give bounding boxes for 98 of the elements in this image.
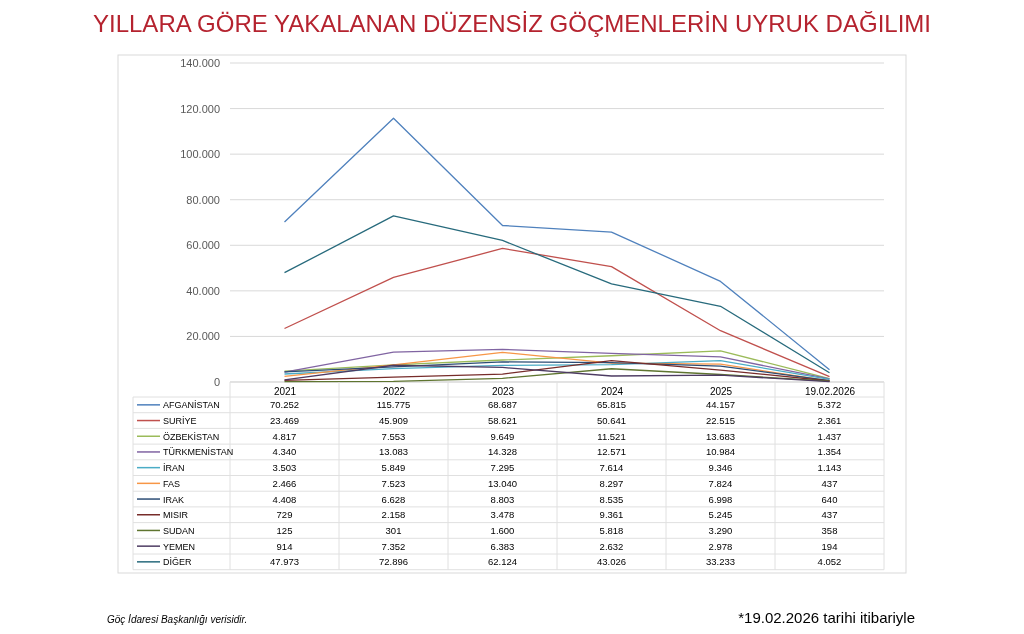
legend-label: TÜRKMENİSTAN (163, 447, 234, 458)
data-label: 8.803 (490, 493, 515, 505)
data-label: 10.984 (705, 446, 736, 458)
legend-label: FAS (163, 478, 181, 489)
data-label: 33.233 (705, 556, 736, 568)
data-label: 5.245 (708, 509, 733, 521)
legend-label: SURİYE (163, 416, 197, 427)
line-series (283, 215, 831, 374)
legend-label: DİĞER (163, 557, 192, 568)
line-series (283, 247, 831, 378)
data-label: 70.252 (269, 399, 300, 411)
legend-label: SUDAN (163, 525, 195, 536)
legend-label: İRAN (163, 463, 185, 474)
data-label: 7.824 (708, 477, 733, 489)
data-label: 13.040 (487, 477, 518, 489)
y-tick-label: 60.000 (186, 239, 220, 252)
data-label: 9.346 (708, 462, 733, 474)
data-label: 2.466 (272, 477, 297, 489)
data-label: 12.571 (596, 446, 627, 458)
data-label: 7.352 (381, 540, 406, 552)
data-label: 115.775 (376, 399, 411, 411)
data-label: 7.295 (490, 462, 515, 474)
data-label: 9.361 (599, 509, 624, 521)
data-label: 6.628 (381, 493, 406, 505)
x-tick-label: 19.02.2026 (804, 386, 856, 398)
legend-label: YEMEN (163, 541, 196, 552)
data-label: 6.998 (708, 493, 733, 505)
data-label: 72.896 (378, 556, 409, 568)
legend-label: AFGANİSTAN (163, 400, 220, 411)
data-label: 44.157 (705, 399, 736, 411)
data-label: 125 (276, 524, 293, 536)
data-label: 4.052 (817, 556, 842, 568)
y-tick-label: 100.000 (180, 148, 220, 161)
x-tick-label: 2024 (600, 386, 624, 398)
data-label: 5.818 (599, 524, 624, 536)
x-tick-label: 2025 (709, 386, 733, 398)
data-label: 2.361 (817, 415, 842, 427)
data-label: 3.503 (272, 462, 297, 474)
data-label: 4.340 (272, 446, 297, 458)
data-label: 65.815 (596, 399, 627, 411)
data-label: 914 (276, 540, 293, 552)
data-label: 1.143 (817, 462, 842, 474)
x-tick-label: 2021 (273, 386, 297, 398)
data-label: 4.408 (272, 493, 297, 505)
data-label: 640 (821, 493, 838, 505)
data-label: 47.973 (269, 556, 300, 568)
data-label: 8.297 (599, 477, 624, 489)
data-label: 50.641 (596, 415, 627, 427)
x-tick-label: 2023 (491, 386, 515, 398)
data-label: 62.124 (487, 556, 518, 568)
data-label: 358 (821, 524, 838, 536)
text: *19.02.2026 tarihi itibariyle (738, 609, 915, 626)
y-tick-label: 40.000 (186, 284, 220, 297)
data-label: 22.515 (705, 415, 736, 427)
data-label: 7.553 (381, 430, 406, 442)
legend-label: ÖZBEKİSTAN (163, 431, 220, 442)
data-label: 11.521 (597, 430, 626, 442)
y-tick-label: 0 (213, 376, 220, 389)
data-label: 23.469 (269, 415, 300, 427)
data-label: 5.372 (817, 399, 842, 411)
data-label: 58.621 (487, 415, 518, 427)
chart-title: YILLARA GÖRE YAKALANAN DÜZENSİZ GÖÇMENLERİN UYRUK DAĞILIMI (93, 10, 931, 37)
data-label: 3.290 (708, 524, 733, 536)
data-label: 68.687 (487, 399, 518, 411)
text: Göç İdaresi Başkanlığı verisidir. (107, 614, 248, 625)
data-label: 6.383 (490, 540, 515, 552)
data-label: 45.909 (378, 415, 409, 427)
data-label: 437 (821, 509, 838, 521)
data-label: 2.978 (708, 540, 733, 552)
data-label: 13.083 (378, 446, 409, 458)
x-tick-label: 2022 (382, 386, 406, 398)
y-tick-label: 120.000 (180, 102, 220, 115)
data-label: 3.478 (490, 509, 515, 521)
data-label: 5.849 (381, 462, 406, 474)
data-label: 7.614 (599, 462, 624, 474)
line-series (283, 368, 831, 383)
line-series (283, 117, 831, 371)
data-label: 8.535 (599, 493, 624, 505)
data-label: 194 (821, 540, 838, 552)
data-label: 1.600 (490, 524, 515, 536)
data-label: 2.632 (599, 540, 624, 552)
y-tick-label: 20.000 (186, 330, 220, 343)
data-label: 1.437 (817, 430, 842, 442)
data-label: 437 (821, 477, 838, 489)
data-label: 9.649 (490, 430, 515, 442)
y-tick-label: 80.000 (186, 193, 220, 206)
data-label: 1.354 (817, 446, 842, 458)
data-label: 7.523 (381, 477, 406, 489)
data-label: 301 (385, 524, 402, 536)
y-tick-label: 140.000 (180, 57, 220, 70)
data-label: 43.026 (596, 556, 627, 568)
data-label: 2.158 (381, 509, 406, 521)
legend-label: MISIR (163, 510, 189, 521)
data-label: 14.328 (487, 446, 518, 458)
data-label: 4.817 (272, 430, 297, 442)
data-label: 729 (276, 509, 293, 521)
data-label: 13.683 (705, 430, 736, 442)
legend-label: IRAK (163, 494, 185, 505)
